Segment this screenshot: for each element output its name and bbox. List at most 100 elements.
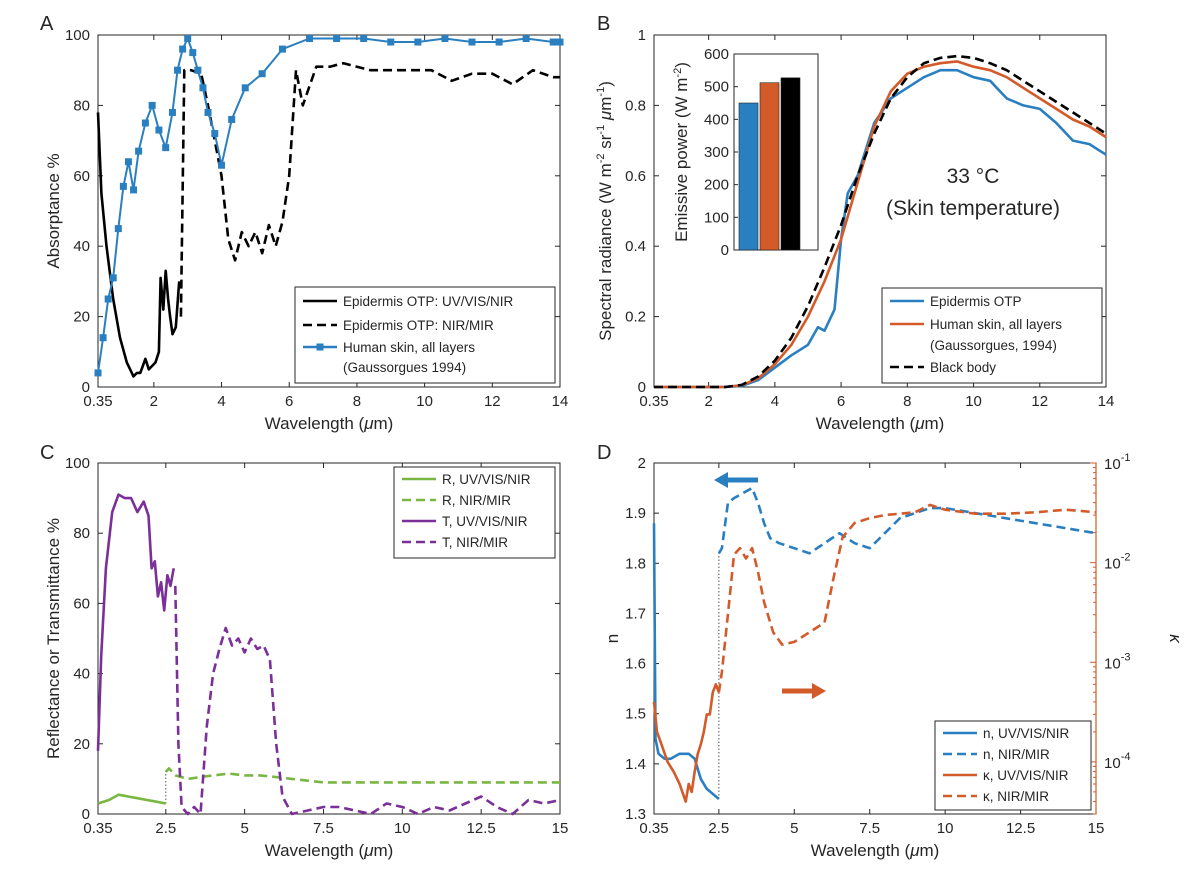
x-axis-label-part: m)	[374, 414, 394, 433]
plot-frame	[97, 462, 561, 815]
y-tick-label: 0	[82, 806, 90, 823]
data-point	[162, 144, 170, 152]
legend-label: Black body	[930, 360, 996, 375]
inset-y-tick-label: 100	[704, 209, 729, 226]
x-tick-label: 6	[837, 393, 845, 410]
legend-label: R, NIR/MIR	[442, 493, 511, 508]
series-line-1	[164, 767, 560, 784]
data-point	[306, 35, 314, 43]
data-point	[124, 158, 132, 166]
y-axis-label-part: -1	[595, 125, 607, 135]
y-tick-label: 100	[65, 27, 90, 44]
y-tick-label: 0	[638, 379, 646, 396]
y2-tick-label-part: 10	[1104, 556, 1121, 573]
y-tick-label: 0	[82, 379, 90, 396]
plot-frame	[97, 34, 561, 388]
x-tick-label: 14	[552, 393, 569, 410]
data-point	[468, 38, 476, 46]
inset-bar	[738, 102, 759, 251]
x-tick-label: 15	[1088, 820, 1105, 837]
legend-label: (Gaussorgues 1994)	[343, 360, 466, 375]
data-point	[155, 126, 163, 134]
y-tick-label: 0.2	[625, 309, 646, 326]
x-tick-label: 12.5	[1006, 820, 1035, 837]
panel-letter: A	[40, 13, 54, 35]
panel-a: A 0.35 2 4 6 8 10 12 14 0 20 40 60 80 100 Wavelength (μ…	[40, 13, 568, 433]
x-tick-label: 5	[240, 820, 248, 837]
legend-label: κ, UV/VIS/NIR	[983, 768, 1069, 783]
x-tick-label: 12	[484, 393, 501, 410]
data-point	[194, 66, 202, 74]
inset-y-axis-label-part: Emissive power (W m	[672, 78, 691, 242]
y-axis-label: Absorptance %	[44, 153, 63, 268]
y-tick-label: 1.4	[625, 756, 646, 773]
x-tick-label: 0.35	[83, 820, 112, 837]
x-axis-label: Wavelength (μm)	[265, 841, 394, 860]
y2-tick-label-part: 10	[1104, 755, 1121, 772]
inset-y-tick-label: 400	[704, 111, 729, 128]
x-axis-label-part: m)	[374, 841, 394, 860]
y-tick-label: 0.6	[625, 168, 646, 185]
data-point	[333, 35, 341, 43]
x-tick-label: 8	[903, 393, 911, 410]
x-tick-label: 14	[1098, 393, 1115, 410]
data-point	[549, 38, 557, 46]
series-line-1	[179, 61, 560, 317]
series-line-2	[96, 493, 175, 751]
data-point	[114, 225, 122, 233]
x-axis-label-part: μ	[914, 414, 925, 433]
y2-axis-label: κ	[1166, 634, 1185, 644]
y-tick-label: 0.4	[625, 238, 646, 255]
x-axis-label-part: μ	[363, 414, 374, 433]
data-point	[522, 35, 530, 43]
data-point	[241, 84, 249, 92]
x-axis-label: Wavelength (μm)	[265, 414, 394, 433]
inset-y-axis-label-part: -2	[672, 68, 684, 78]
series-line-3	[717, 503, 1097, 693]
inset-y-tick-label: 200	[704, 177, 729, 194]
panel-b: B 0.35 2 4 6 8 10 12 14 0 0.2 0.4 0.6 0.8 1 Wavelength …	[595, 13, 1114, 433]
data-point	[135, 147, 143, 155]
legend-label: Human skin, all layers	[343, 340, 475, 355]
data-point	[184, 35, 192, 43]
inset-bar	[780, 77, 801, 251]
y-tick-label: 1.8	[625, 555, 646, 572]
temperature-annotation: 33 °C	[947, 165, 1000, 188]
data-point	[199, 84, 207, 92]
data-point	[258, 70, 266, 78]
legend-label: (Gaussorgues, 1994)	[930, 338, 1057, 353]
x-axis-label: Wavelength (μm)	[816, 414, 945, 433]
data-point	[414, 38, 422, 46]
left-axis-arrowhead	[714, 472, 728, 488]
y-tick-label: 40	[73, 238, 90, 255]
x-tick-label: 10	[965, 393, 982, 410]
legend-label: Epidermis OTP	[930, 294, 1022, 309]
x-tick-label: 0.35	[83, 393, 112, 410]
legend-marker	[316, 343, 324, 351]
data-point	[189, 49, 197, 57]
data-point	[218, 161, 226, 169]
y-tick-label: 1.7	[625, 605, 646, 622]
panel-c: C 0.35 2.5 5 7.5 10 12.5 15 0 20 40 60 80 100 Waveleng…	[40, 442, 568, 860]
data-point	[119, 182, 127, 190]
x-axis-label-part: Wavelength (	[811, 841, 911, 860]
x-tick-label: 12	[1031, 393, 1048, 410]
legend-label: n, UV/VIS/NIR	[983, 726, 1070, 741]
y-tick-label: 80	[73, 97, 90, 114]
x-axis-label-part: Wavelength (	[816, 414, 916, 433]
inset-y-tick-label: 600	[704, 46, 729, 63]
data-point	[278, 45, 286, 53]
series-line-2	[652, 683, 721, 803]
x-tick-label: 15	[552, 820, 569, 837]
y-axis-label-part: m	[596, 97, 615, 111]
y-axis-label-part: Spectral radiance (W m	[596, 163, 615, 341]
data-point	[204, 108, 212, 116]
y-axis-label: Spectral radiance (W m-2 sr-1 μm-1)	[595, 81, 615, 341]
y-tick-label: 1.9	[625, 505, 646, 522]
legend-label: R, UV/VIS/NIR	[442, 472, 531, 487]
series-line-2	[97, 37, 560, 374]
y-tick-label: 80	[73, 525, 90, 542]
y-axis-label-part: -1	[595, 87, 607, 97]
x-tick-label: 0.35	[639, 393, 668, 410]
